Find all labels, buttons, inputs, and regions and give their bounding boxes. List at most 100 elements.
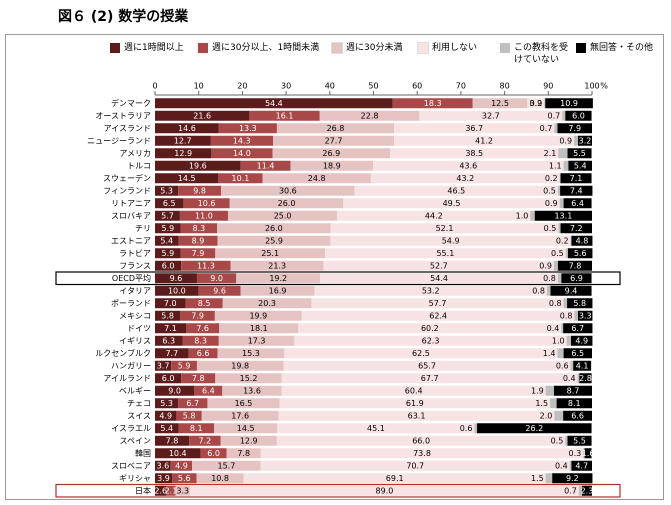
- value-label: 18.1: [250, 324, 268, 333]
- bar-segment: [183, 198, 230, 209]
- bar-segment: [565, 435, 568, 446]
- value-label: 16.9: [269, 286, 287, 295]
- value-label: 6.7: [186, 399, 199, 408]
- bar-segment: [566, 335, 572, 346]
- bar-segment: [319, 110, 420, 121]
- y-tick-label: スウェーデン: [103, 173, 151, 183]
- value-label: 5.6: [574, 249, 587, 258]
- bar-segment: [176, 410, 202, 421]
- bar-segment: [178, 235, 218, 246]
- bar-segment: [155, 123, 219, 134]
- bar-segment: [584, 448, 592, 459]
- value-label: 0.2: [556, 236, 569, 245]
- bar-segment: [330, 235, 571, 246]
- bar-segment: [210, 135, 273, 146]
- value-label: 25.0: [274, 211, 292, 220]
- bar-segment: [243, 473, 546, 484]
- legend-label: 週に30分未満: [346, 43, 403, 53]
- value-label: 5.8: [183, 411, 196, 420]
- bar-segment: [354, 185, 558, 196]
- value-label: 1.4: [543, 349, 556, 358]
- y-tick-label: ポーランド: [111, 299, 151, 308]
- bar-segment: [563, 298, 568, 309]
- value-label: 32.7: [482, 111, 500, 120]
- bar-segment: [563, 410, 592, 421]
- bar-segment: [155, 423, 179, 434]
- bar-segment: [573, 360, 592, 371]
- y-tick-label: エストニア: [111, 236, 151, 245]
- value-label: 0.5: [551, 249, 564, 258]
- value-label: 6.0: [572, 111, 585, 120]
- bar-segment: [240, 160, 291, 171]
- value-label: 19.8: [231, 361, 249, 370]
- bar-segment: [567, 298, 593, 309]
- value-label: 12.9: [174, 149, 192, 158]
- bar-segment: [545, 473, 553, 484]
- legend-item: 無回答・その他: [576, 42, 653, 54]
- value-label: 8.9: [192, 236, 205, 245]
- value-label: 9.0: [210, 274, 223, 283]
- y-tick-label: スロベニア: [111, 461, 151, 470]
- value-label: 0.9: [539, 261, 552, 270]
- bar-segment: [155, 335, 183, 346]
- legend-swatch: [576, 43, 586, 53]
- bar-segment: [545, 98, 593, 109]
- bar-segment: [227, 210, 338, 221]
- bar-segment: [211, 148, 273, 159]
- value-label: 3.9: [157, 474, 170, 483]
- value-label: 0.6: [556, 361, 569, 370]
- x-tick-label: 80: [500, 82, 510, 91]
- bar-segment: [337, 210, 531, 221]
- bar-segment: [527, 98, 545, 109]
- bar-segment: [571, 460, 592, 471]
- y-tick-label: 韓国: [135, 448, 151, 458]
- value-label: 57.7: [429, 299, 447, 308]
- y-tick-label: スペイン: [120, 436, 151, 445]
- bar-segment: [534, 210, 592, 221]
- value-label: 9.6: [213, 286, 226, 295]
- value-label: 7.0: [164, 299, 177, 308]
- value-label: 5.9: [162, 249, 175, 258]
- bar-segment: [311, 298, 564, 309]
- row-highlight: [55, 483, 621, 498]
- legend-item: 週に30分未満: [331, 42, 403, 54]
- value-label: 54.4: [265, 99, 283, 108]
- value-label: 49.5: [443, 199, 461, 208]
- value-label: 5.4: [160, 424, 173, 433]
- bar-segment: [578, 485, 582, 496]
- x-tick-label: 60: [412, 82, 422, 91]
- value-label: 7.1: [570, 174, 583, 183]
- bar-segment: [284, 348, 558, 359]
- value-label: 0.2: [530, 99, 543, 108]
- value-label: 5.7: [161, 211, 174, 220]
- value-label: 10.6: [198, 199, 216, 208]
- value-label: 7.1: [164, 324, 177, 333]
- bar-segment: [557, 260, 592, 271]
- bar-segment: [155, 348, 189, 359]
- bar-segment: [556, 398, 592, 409]
- legend-item: この教科を受けていない: [500, 42, 576, 66]
- bar-segment: [219, 323, 299, 334]
- value-label: 1.1: [549, 161, 562, 170]
- bar-segment: [189, 435, 221, 446]
- value-label: 0.3: [569, 449, 582, 458]
- bar-segment: [155, 235, 179, 246]
- value-label: 38.5: [465, 149, 483, 158]
- value-label: 0.8: [560, 311, 573, 320]
- value-label: 0.8: [543, 274, 556, 283]
- legend-swatch: [500, 43, 510, 53]
- value-label: 22.8: [361, 111, 379, 120]
- value-label: 1.5: [535, 399, 548, 408]
- value-label: 6.6: [197, 349, 210, 358]
- value-label: 69.1: [386, 474, 404, 483]
- bar-segment: [155, 310, 181, 321]
- value-label: 7.7: [165, 349, 178, 358]
- value-label: 14.5: [178, 174, 196, 183]
- bar-segment: [562, 110, 566, 121]
- y-tick-label: ベルギー: [119, 386, 151, 395]
- y-tick-label: イギリス: [119, 336, 151, 345]
- value-label: 1.0: [516, 211, 529, 220]
- value-label: 16.5: [235, 399, 253, 408]
- bar-segment: [561, 273, 592, 284]
- value-label: 53.2: [422, 286, 440, 295]
